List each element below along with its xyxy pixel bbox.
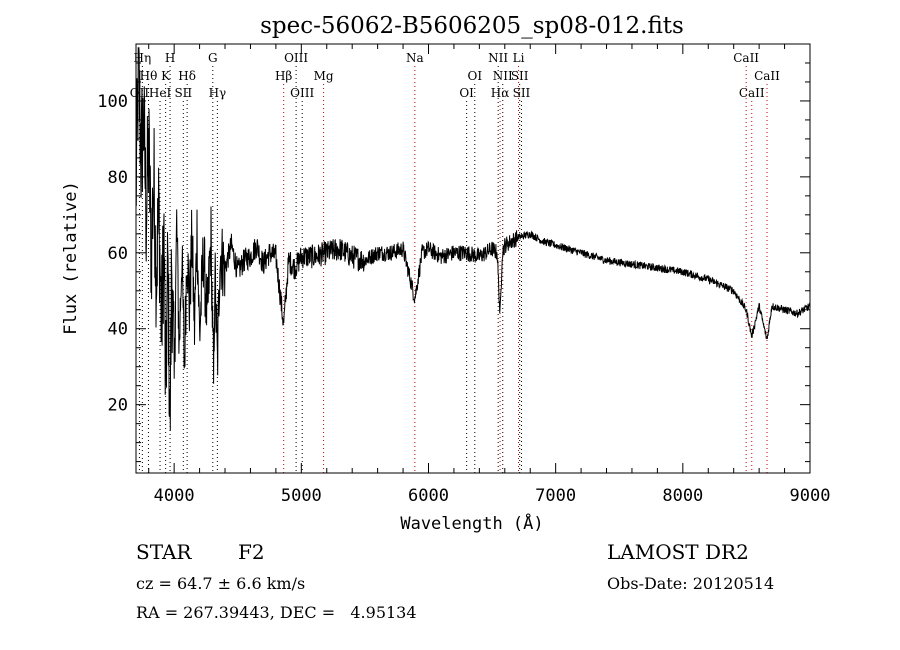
line-marker-label: CaII (754, 69, 780, 83)
line-marker-label: Li (513, 51, 525, 65)
line-marker-label: Hγ (209, 86, 227, 100)
x-tick-label: 8000 (662, 486, 703, 506)
y-tick-label: 100 (97, 92, 128, 112)
line-marker-label: OI (459, 86, 474, 100)
spectrum-line (135, 47, 811, 431)
y-axis: 20 40 60 80 100 (97, 43, 810, 463)
line-marker-label: SII (513, 86, 531, 100)
line-marker-label: OIII (284, 51, 308, 65)
line-marker-label: CaII (739, 86, 765, 100)
y-tick-label: 60 (108, 244, 128, 264)
x-tick-label: 7000 (535, 486, 576, 506)
obs-date-text: Obs-Date: 20120514 (607, 574, 775, 593)
line-marker-label: SII (174, 86, 192, 100)
line-marker-label: H (165, 51, 175, 65)
line-marker-label: Na (406, 51, 424, 65)
plot-frame (135, 43, 811, 474)
class-label: STAR (136, 540, 192, 564)
survey-label: LAMOST DR2 (607, 540, 749, 564)
y-axis-label: Flux (relative) (61, 181, 81, 335)
redshift-text: cz = 64.7 ± 6.6 km/s (136, 574, 306, 593)
line-marker-label: Hβ (275, 69, 292, 83)
line-marker-label: SII (511, 69, 529, 83)
line-marker-label: Hδ (178, 69, 196, 83)
line-marker-label: Hθ (140, 69, 158, 83)
line-marker-label: K (161, 69, 171, 83)
line-marker-label: OI (467, 69, 482, 83)
subclass-label: F2 (238, 540, 265, 564)
x-tick-label: 6000 (408, 486, 449, 506)
x-tick-label: 9000 (790, 486, 831, 506)
spectrum-plot (135, 47, 811, 431)
coordinates-text: RA = 267.39443, DEC = 4.95134 (136, 603, 417, 622)
chart-title: spec-56062-B5606205_sp08-012.fits (260, 13, 684, 39)
x-axis: 4000 5000 6000 7000 8000 9000 (148, 44, 831, 506)
x-tick-label: 5000 (281, 486, 322, 506)
line-marker-label: Hα (491, 86, 510, 100)
y-tick-label: 80 (108, 168, 128, 188)
line-marker-label: G (208, 51, 218, 65)
line-marker-label: Mg (314, 69, 334, 83)
line-marker-label: OIII (290, 86, 314, 100)
line-marker-label: NII (488, 51, 508, 65)
x-axis-label: Wavelength (Å) (400, 512, 543, 534)
line-marker-label: CaII (733, 51, 759, 65)
x-tick-label: 4000 (154, 486, 195, 506)
y-tick-label: 40 (108, 320, 128, 340)
line-marker-label: NII (493, 69, 513, 83)
y-tick-label: 20 (108, 396, 128, 416)
line-marker-label: HeI (149, 86, 172, 100)
